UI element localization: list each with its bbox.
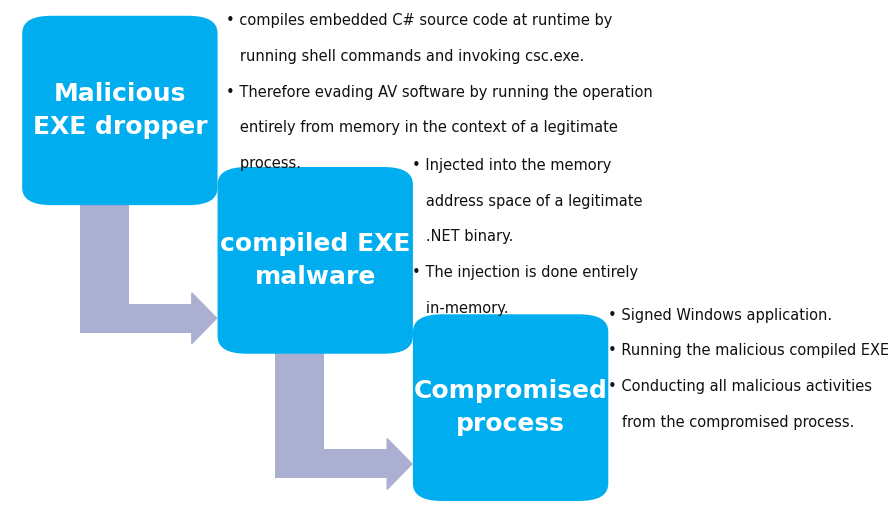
Text: Malicious
EXE dropper: Malicious EXE dropper bbox=[33, 82, 207, 139]
Text: .NET binary.: .NET binary. bbox=[412, 229, 513, 245]
Text: • Signed Windows application.: • Signed Windows application. bbox=[608, 308, 832, 323]
Text: from the compromised process.: from the compromised process. bbox=[608, 415, 854, 430]
Text: process.: process. bbox=[226, 156, 301, 171]
FancyBboxPatch shape bbox=[413, 315, 608, 501]
Text: running shell commands and invoking csc.exe.: running shell commands and invoking csc.… bbox=[226, 49, 584, 64]
Text: Compromised
process: Compromised process bbox=[414, 379, 607, 437]
Text: entirely from memory in the context of a legitimate: entirely from memory in the context of a… bbox=[226, 120, 618, 136]
FancyBboxPatch shape bbox=[274, 449, 387, 479]
FancyBboxPatch shape bbox=[218, 167, 413, 353]
Text: • Running the malicious compiled EXE.: • Running the malicious compiled EXE. bbox=[608, 343, 888, 359]
Text: • compiles embedded C# source code at runtime by: • compiles embedded C# source code at ru… bbox=[226, 13, 613, 28]
Polygon shape bbox=[192, 293, 217, 343]
FancyBboxPatch shape bbox=[274, 353, 323, 464]
Text: • Injected into the memory: • Injected into the memory bbox=[412, 158, 612, 173]
Text: • Conducting all malicious activities: • Conducting all malicious activities bbox=[608, 379, 872, 394]
Text: • Therefore evading AV software by running the operation: • Therefore evading AV software by runni… bbox=[226, 85, 654, 100]
FancyBboxPatch shape bbox=[80, 304, 192, 333]
Text: compiled EXE
malware: compiled EXE malware bbox=[220, 231, 410, 289]
Polygon shape bbox=[387, 439, 412, 489]
Text: • The injection is done entirely: • The injection is done entirely bbox=[412, 265, 638, 280]
FancyBboxPatch shape bbox=[80, 205, 130, 318]
FancyBboxPatch shape bbox=[22, 16, 218, 205]
Text: address space of a legitimate: address space of a legitimate bbox=[412, 194, 643, 209]
Text: in-memory.: in-memory. bbox=[412, 301, 509, 316]
